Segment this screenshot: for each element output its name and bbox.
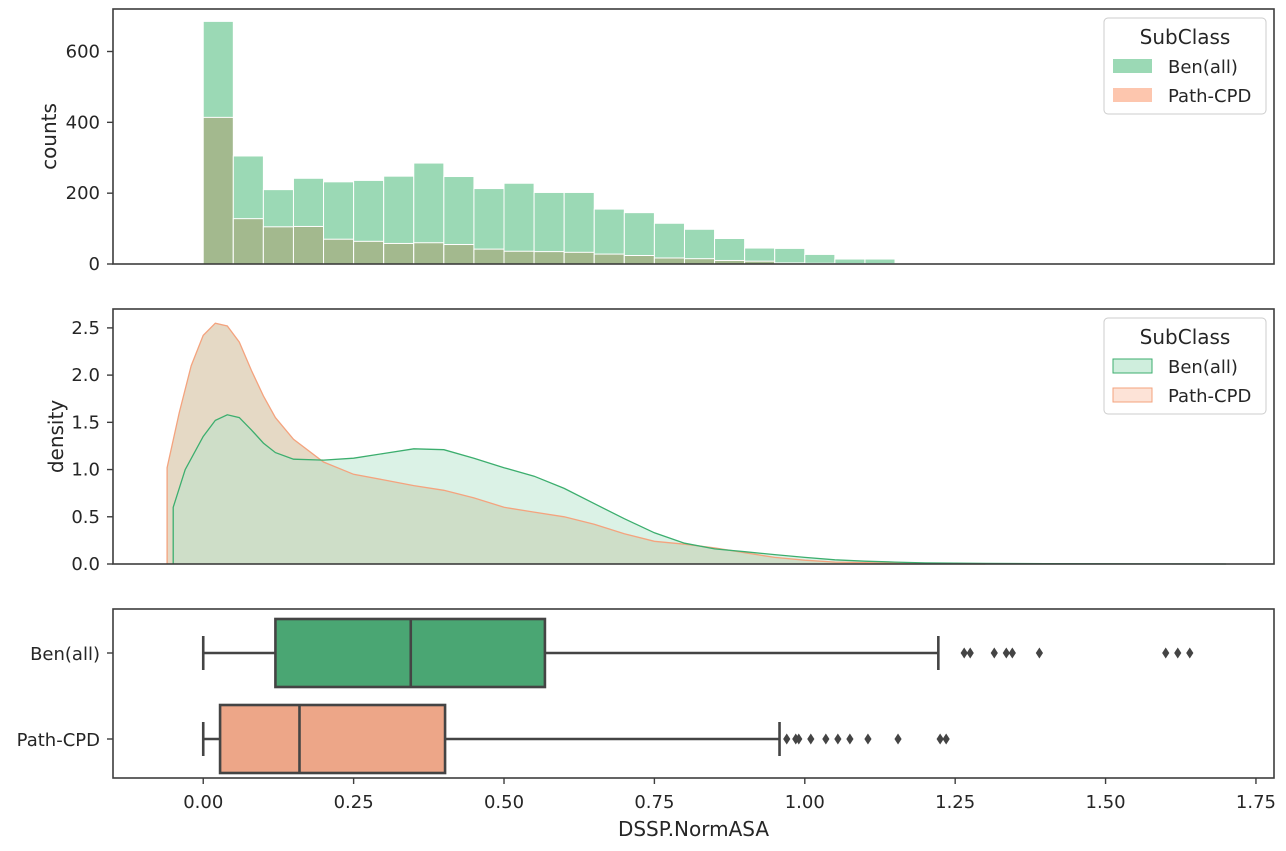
y-tick-label: 1.0 — [71, 460, 100, 481]
legend-label-ben: Ben(all) — [1168, 57, 1238, 78]
y-tick-label: 1.5 — [71, 412, 100, 433]
outlier-point — [1009, 648, 1016, 659]
legend-title: SubClass — [1140, 25, 1231, 49]
density-overlap — [167, 323, 985, 564]
outlier-point — [943, 734, 950, 745]
hist-bar-path — [474, 249, 504, 264]
legend-label-path: Path-CPD — [1168, 386, 1251, 407]
hist-bar-path — [263, 227, 293, 264]
legend-swatch-path — [1113, 388, 1152, 402]
x-tick-label: 0.00 — [183, 792, 223, 813]
outlier-point — [1036, 648, 1043, 659]
legend-label-path: Path-CPD — [1168, 86, 1251, 107]
box-iqr — [220, 705, 445, 773]
hist-bar-path — [504, 251, 534, 264]
box-ben — [203, 619, 1193, 687]
y-tick-label: 0 — [89, 254, 100, 275]
outlier-point — [1186, 648, 1193, 659]
hist-bar-path — [324, 239, 354, 264]
hist-bar-path — [654, 258, 684, 264]
y-tick-label: Path-CPD — [17, 730, 100, 751]
y-tick-label: Ben(all) — [30, 644, 100, 665]
y-tick-label: 2.5 — [71, 318, 100, 339]
x-tick-label: 1.75 — [1236, 792, 1276, 813]
hist-bar-ben — [805, 254, 835, 264]
density-panel: 0.0 0.5 1.0 1.5 2.0 2.5 density SubClass Ben(all… — [44, 309, 1274, 575]
y-tick-label: 2.0 — [71, 365, 100, 386]
legend-title: SubClass — [1140, 325, 1231, 349]
hist-bar-path — [534, 252, 564, 264]
outlier-point — [783, 734, 790, 745]
hist-bar-path — [444, 245, 474, 264]
hist-bar-path — [233, 219, 263, 264]
hist-bar-path — [293, 226, 323, 264]
x-tick-label: 1.50 — [1086, 792, 1126, 813]
y-axis-label: counts — [37, 103, 61, 170]
x-tick-label: 0.50 — [484, 792, 524, 813]
hist-bar-path — [594, 254, 624, 264]
legend-swatch-ben — [1113, 59, 1152, 73]
x-tick-label: 0.25 — [334, 792, 374, 813]
outlier-point — [1162, 648, 1169, 659]
outlier-point — [834, 734, 841, 745]
legend-swatch-ben — [1113, 359, 1152, 373]
y-tick-label: 0.0 — [71, 554, 100, 575]
x-axis-label: DSSP.NormASA — [618, 817, 769, 841]
hist-bar-ben — [775, 248, 805, 264]
hist-bar-path — [564, 252, 594, 264]
outlier-point — [846, 734, 853, 745]
legend-swatch-path — [1113, 88, 1152, 102]
legend: SubClass Ben(all) Path-CPD — [1104, 318, 1266, 414]
y-tick-label: 600 — [66, 42, 100, 63]
hist-bar-path — [203, 117, 233, 264]
y-tick-label: 200 — [66, 183, 100, 204]
legend-label-ben: Ben(all) — [1168, 357, 1238, 378]
boxplot-panel: Ben(all) Path-CPD 0.00 0.25 0.50 0.75 1.00 1.25… — [17, 609, 1276, 841]
y-tick-label: 0.5 — [71, 507, 100, 528]
histogram-panel: 0 200 400 600 counts SubClass Ben(all) Path-CPD — [37, 9, 1274, 275]
box-path — [203, 705, 950, 773]
outlier-point — [894, 734, 901, 745]
hist-bar-path — [624, 256, 654, 265]
outlier-point — [864, 734, 871, 745]
hist-bar-path — [384, 243, 414, 264]
outlier-point — [807, 734, 814, 745]
hist-bar-path — [414, 243, 444, 264]
hist-bar-path — [354, 241, 384, 264]
legend: SubClass Ben(all) Path-CPD — [1104, 18, 1266, 114]
outlier-point — [822, 734, 829, 745]
outlier-point — [1174, 648, 1181, 659]
x-tick-label: 1.25 — [935, 792, 975, 813]
x-tick-label: 1.00 — [785, 792, 825, 813]
y-axis-label: density — [44, 400, 68, 473]
x-tick-label: 0.75 — [634, 792, 674, 813]
outlier-point — [967, 648, 974, 659]
outlier-point — [991, 648, 998, 659]
y-tick-label: 400 — [66, 112, 100, 133]
